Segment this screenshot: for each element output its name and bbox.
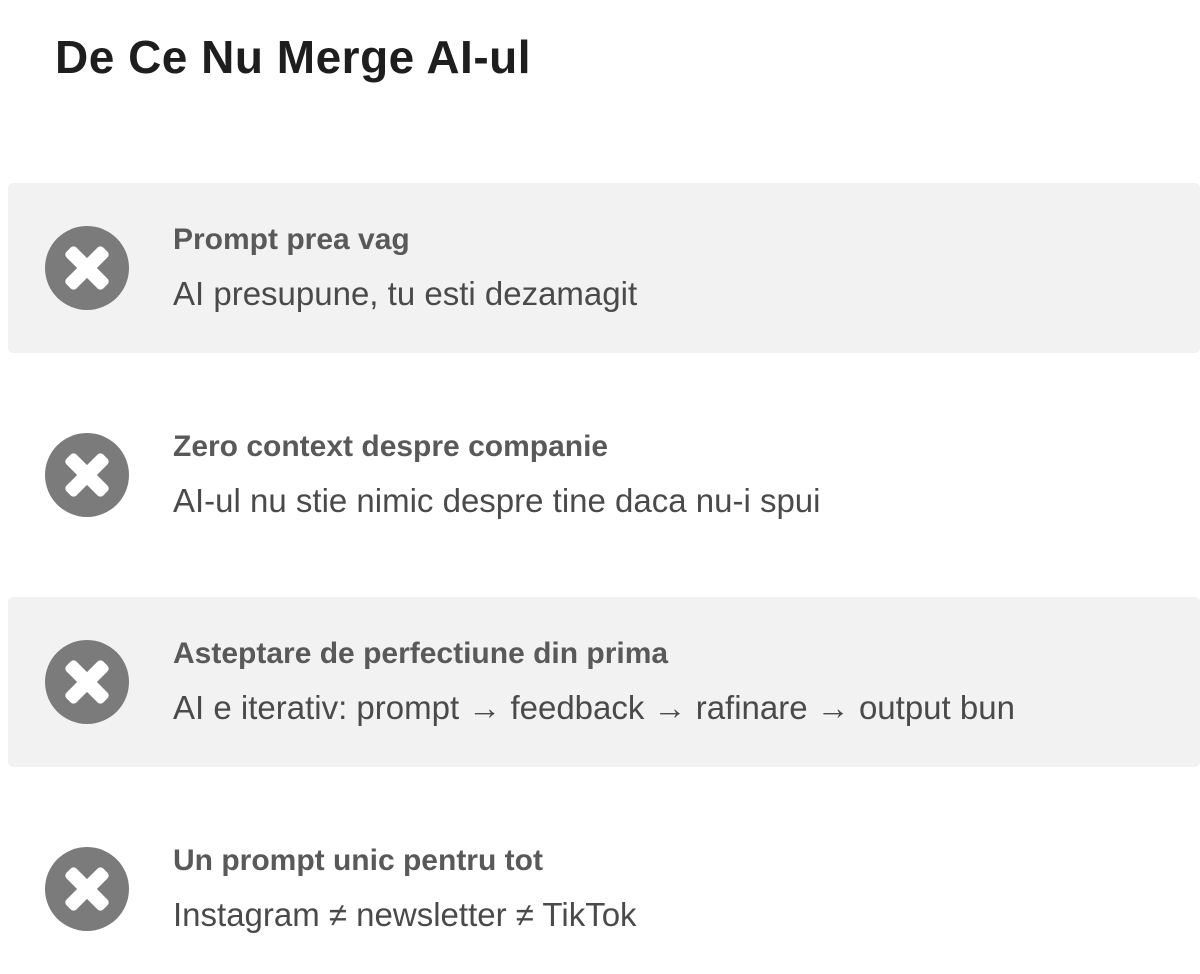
issue-row: Prompt prea vag AI presupune, tu esti de… bbox=[8, 183, 1200, 353]
issue-list: Prompt prea vag AI presupune, tu esti de… bbox=[8, 183, 1200, 974]
issue-title: Prompt prea vag bbox=[173, 222, 410, 256]
issue-subtitle: AI-ul nu stie nimic despre tine daca nu-… bbox=[173, 482, 821, 520]
issue-title: Zero context despre companie bbox=[173, 429, 609, 463]
x-circle-icon bbox=[45, 640, 129, 724]
issue-subtitle: AI e iterativ: prompt → feedback → rafin… bbox=[173, 689, 1015, 727]
x-circle-icon bbox=[45, 433, 129, 517]
issue-text: Zero context despre companie AI-ul nu st… bbox=[173, 430, 821, 520]
x-circle-icon bbox=[45, 847, 129, 931]
issue-text: Prompt prea vag AI presupune, tu esti de… bbox=[173, 223, 637, 313]
issue-text: Asteptare de perfectiune din prima AI e … bbox=[173, 637, 1015, 727]
x-circle-icon bbox=[45, 226, 129, 310]
issue-subtitle: AI presupune, tu esti dezamagit bbox=[173, 275, 638, 313]
issue-subtitle: Instagram ≠ newsletter ≠ TikTok bbox=[173, 896, 637, 934]
issue-title: Asteptare de perfectiune din prima bbox=[173, 636, 669, 670]
issue-title: Un prompt unic pentru tot bbox=[173, 843, 543, 877]
issue-row: Asteptare de perfectiune din prima AI e … bbox=[8, 597, 1200, 767]
issue-text: Un prompt unic pentru tot Instagram ≠ ne… bbox=[173, 844, 637, 934]
issue-row: Zero context despre companie AI-ul nu st… bbox=[8, 390, 1200, 560]
page-title: De Ce Nu Merge AI-ul bbox=[55, 31, 532, 83]
issue-row: Un prompt unic pentru tot Instagram ≠ ne… bbox=[8, 804, 1200, 974]
